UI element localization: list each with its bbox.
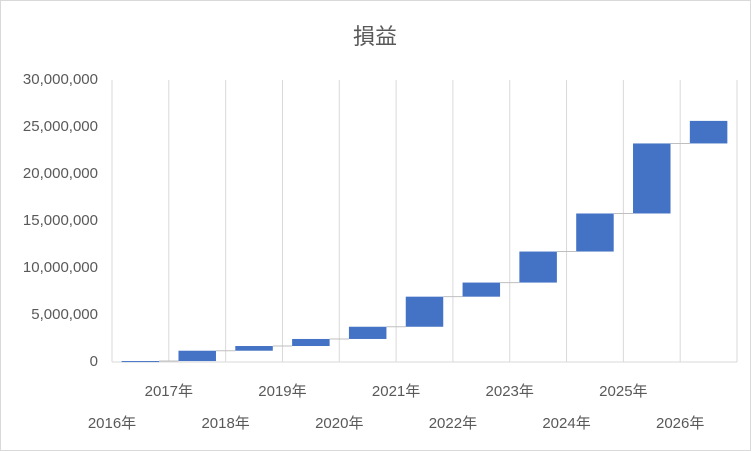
- x-tick-label: 2018年: [201, 415, 249, 432]
- bar: [633, 143, 671, 214]
- bar: [405, 296, 444, 327]
- y-tick-label: 5,000,000: [31, 306, 98, 323]
- bar: [576, 213, 614, 252]
- y-tick-label: 15,000,000: [23, 212, 98, 229]
- x-tick-label: 2017年: [145, 383, 193, 400]
- y-tick-label: 30,000,000: [23, 71, 98, 88]
- x-tick-label: 2016年: [88, 415, 136, 432]
- x-tick-label: 2026年: [656, 415, 704, 432]
- x-tick-label: 2025年: [599, 383, 647, 400]
- y-tick-label: 0: [90, 353, 98, 370]
- y-tick-label: 25,000,000: [23, 118, 98, 135]
- chart-title: 損益: [353, 24, 397, 49]
- bar: [178, 350, 216, 362]
- bar: [235, 346, 273, 351]
- x-tick-label: 2022年: [429, 415, 477, 432]
- bar: [348, 326, 387, 339]
- bar: [689, 120, 728, 144]
- bar: [462, 282, 501, 297]
- bar: [519, 251, 557, 283]
- bar: [121, 361, 160, 363]
- bar: [292, 338, 330, 347]
- x-tick-label: 2021年: [372, 383, 420, 400]
- x-tick-label: 2024年: [542, 415, 590, 432]
- x-tick-label: 2023年: [486, 383, 534, 400]
- x-tick-label: 2020年: [315, 415, 363, 432]
- x-tick-label: 2019年: [258, 383, 306, 400]
- y-tick-label: 20,000,000: [23, 165, 98, 182]
- y-tick-label: 10,000,000: [23, 259, 98, 276]
